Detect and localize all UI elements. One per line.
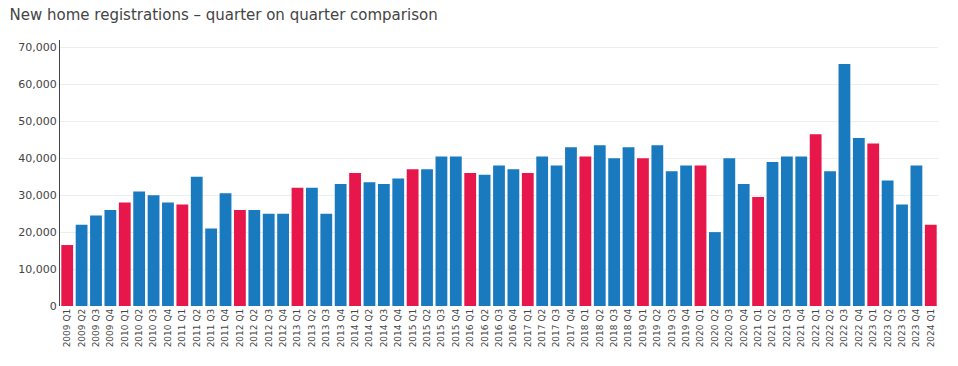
svg-text:2012 Q3: 2012 Q3	[264, 309, 274, 348]
svg-text:2009 Q1: 2009 Q1	[62, 309, 72, 348]
svg-text:2017 Q4: 2017 Q4	[566, 309, 576, 348]
svg-text:2010 Q1: 2010 Q1	[120, 309, 130, 348]
svg-text:20,000: 20,000	[18, 226, 57, 239]
svg-text:2013 Q2: 2013 Q2	[307, 309, 317, 348]
svg-text:2021 Q2: 2021 Q2	[767, 309, 777, 348]
svg-text:2014 Q3: 2014 Q3	[379, 309, 389, 348]
svg-text:2019 Q3: 2019 Q3	[667, 309, 677, 348]
svg-text:2017 Q3: 2017 Q3	[551, 309, 561, 348]
svg-text:2015 Q4: 2015 Q4	[451, 309, 461, 348]
svg-text:70,000: 70,000	[18, 41, 57, 54]
svg-text:2016 Q4: 2016 Q4	[508, 309, 518, 348]
svg-text:2018 Q3: 2018 Q3	[609, 309, 619, 348]
svg-text:50,000: 50,000	[18, 115, 57, 128]
svg-text:2010 Q2: 2010 Q2	[134, 309, 144, 348]
svg-text:2019 Q4: 2019 Q4	[681, 309, 691, 348]
svg-text:2018 Q4: 2018 Q4	[623, 309, 633, 348]
svg-text:2019 Q2: 2019 Q2	[652, 309, 662, 348]
svg-text:0: 0	[50, 300, 57, 313]
svg-text:2022 Q3: 2022 Q3	[839, 309, 849, 348]
svg-text:2019 Q1: 2019 Q1	[638, 309, 648, 348]
svg-text:2012 Q4: 2012 Q4	[278, 309, 288, 348]
svg-text:2013 Q1: 2013 Q1	[292, 309, 302, 348]
svg-text:2018 Q2: 2018 Q2	[595, 309, 605, 348]
svg-text:2012 Q1: 2012 Q1	[235, 309, 245, 348]
svg-text:New home registrations – quart: New home registrations – quarter on quar…	[10, 6, 438, 24]
svg-text:2020 Q1: 2020 Q1	[695, 309, 705, 348]
svg-text:2020 Q2: 2020 Q2	[710, 309, 720, 348]
svg-text:2015 Q1: 2015 Q1	[408, 309, 418, 348]
svg-text:2022 Q2: 2022 Q2	[825, 309, 835, 348]
svg-text:30,000: 30,000	[18, 189, 57, 202]
svg-text:2015 Q3: 2015 Q3	[436, 309, 446, 348]
svg-text:2022 Q1: 2022 Q1	[811, 309, 821, 348]
svg-text:2014 Q4: 2014 Q4	[393, 309, 403, 348]
svg-text:2011 Q3: 2011 Q3	[206, 309, 216, 348]
svg-text:2016 Q2: 2016 Q2	[480, 309, 490, 348]
svg-text:2020 Q3: 2020 Q3	[724, 309, 734, 348]
svg-text:2009 Q3: 2009 Q3	[91, 309, 101, 348]
svg-text:2011 Q4: 2011 Q4	[220, 309, 230, 348]
svg-text:2013 Q3: 2013 Q3	[321, 309, 331, 348]
svg-text:2015 Q2: 2015 Q2	[422, 309, 432, 348]
svg-text:2013 Q4: 2013 Q4	[336, 309, 346, 348]
svg-text:2010 Q4: 2010 Q4	[163, 309, 173, 348]
svg-text:2014 Q1: 2014 Q1	[350, 309, 360, 348]
svg-text:40,000: 40,000	[18, 152, 57, 165]
svg-text:60,000: 60,000	[18, 78, 57, 91]
svg-text:2009 Q4: 2009 Q4	[105, 309, 115, 348]
svg-text:2011 Q1: 2011 Q1	[177, 309, 187, 348]
svg-text:2023 Q1: 2023 Q1	[868, 309, 878, 348]
svg-text:2022 Q4: 2022 Q4	[854, 309, 864, 348]
svg-text:2021 Q3: 2021 Q3	[782, 309, 792, 348]
svg-text:2021 Q1: 2021 Q1	[753, 309, 763, 348]
svg-text:2010 Q3: 2010 Q3	[148, 309, 158, 348]
svg-text:2023 Q3: 2023 Q3	[897, 309, 907, 348]
svg-text:2014 Q2: 2014 Q2	[364, 309, 374, 348]
svg-text:2021 Q4: 2021 Q4	[796, 309, 806, 348]
svg-text:2024 Q1: 2024 Q1	[926, 309, 936, 348]
svg-text:2017 Q2: 2017 Q2	[537, 309, 547, 348]
svg-text:2020 Q4: 2020 Q4	[739, 309, 749, 348]
svg-text:2016 Q3: 2016 Q3	[494, 309, 504, 348]
svg-text:2017 Q1: 2017 Q1	[523, 309, 533, 348]
svg-text:2016 Q1: 2016 Q1	[465, 309, 475, 348]
svg-text:10,000: 10,000	[18, 263, 57, 276]
svg-text:2023 Q2: 2023 Q2	[883, 309, 893, 348]
svg-text:2012 Q2: 2012 Q2	[249, 309, 259, 348]
svg-text:2023 Q4: 2023 Q4	[911, 309, 921, 348]
svg-text:2009 Q2: 2009 Q2	[77, 309, 87, 348]
svg-text:2011 Q2: 2011 Q2	[192, 309, 202, 348]
svg-text:2018 Q1: 2018 Q1	[580, 309, 590, 348]
